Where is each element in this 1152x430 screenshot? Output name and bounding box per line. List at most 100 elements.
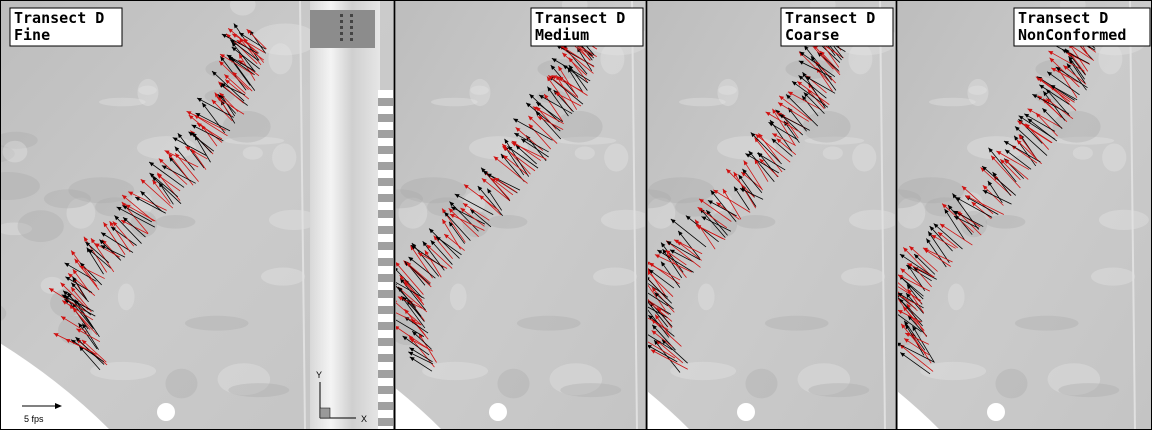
- ruler: [378, 346, 393, 354]
- ruler: [378, 170, 393, 178]
- terrain-shade: [849, 210, 899, 230]
- ruler: [378, 130, 393, 138]
- panel-label: Transect D: [535, 9, 625, 27]
- terrain-shade: [268, 43, 292, 74]
- terrain-shade: [560, 383, 621, 397]
- panels: Transect DFineTransect DMediumTransect D…: [0, 0, 1152, 430]
- ruler: [378, 218, 393, 226]
- terrain-shade: [1091, 268, 1135, 286]
- ruler: [378, 186, 393, 194]
- figure: Transect DFineTransect DMediumTransect D…: [0, 0, 1152, 430]
- terrain-shade: [243, 146, 263, 159]
- ruler: [378, 258, 393, 266]
- ruler: [378, 266, 393, 274]
- terrain-shade: [803, 111, 851, 143]
- ruler: [378, 154, 393, 162]
- panel-label: Transect D: [14, 9, 104, 27]
- ruler-dot: [340, 26, 343, 29]
- ruler: [378, 354, 393, 362]
- terrain-shade: [3, 141, 28, 163]
- terrain-shade: [745, 369, 777, 399]
- terrain-shade: [920, 362, 986, 380]
- terrain-shade: [400, 177, 466, 203]
- terrain-shade: [185, 316, 248, 331]
- axis-x-label: X: [361, 414, 367, 424]
- terrain-shade: [118, 283, 135, 310]
- axis-box: [320, 408, 330, 418]
- terrain-shade: [841, 268, 885, 286]
- ruler: [378, 330, 393, 338]
- ruler: [378, 418, 393, 426]
- terrain-shade: [1073, 146, 1093, 159]
- ruler: [378, 226, 393, 234]
- ruler-dot: [350, 14, 353, 17]
- terrain-shade: [90, 362, 156, 380]
- panel-label: Fine: [14, 26, 50, 44]
- ruler: [378, 162, 393, 170]
- terrain-shade: [848, 43, 872, 74]
- terrain-shade: [948, 283, 965, 310]
- terrain-shade: [670, 362, 736, 380]
- ruler: [378, 298, 393, 306]
- terrain-shade: [261, 268, 305, 286]
- terrain-shade: [1098, 43, 1122, 74]
- terrain-shade: [156, 215, 196, 229]
- ruler: [378, 114, 393, 122]
- terrain-shade: [1015, 316, 1078, 331]
- terrain-shade: [995, 369, 1027, 399]
- terrain-shade: [488, 215, 528, 229]
- panel-label: Coarse: [785, 26, 839, 44]
- terrain-shade: [497, 369, 529, 399]
- ruler: [378, 314, 393, 322]
- page: {"panels": [ {"lines": ["Transect D", "F…: [0, 0, 1152, 430]
- ruler-dot: [350, 38, 353, 41]
- ruler: [378, 122, 393, 130]
- ruler: [378, 322, 393, 330]
- terrain-shade: [898, 177, 964, 203]
- terrain-shade: [852, 143, 876, 171]
- panel-label: Medium: [535, 26, 589, 44]
- ruler: [378, 138, 393, 146]
- panel-label: Transect D: [785, 9, 875, 27]
- ruler-dot: [350, 26, 353, 29]
- terrain-shade: [765, 316, 828, 331]
- ruler: [378, 98, 393, 106]
- ruler: [378, 402, 393, 410]
- pier: [489, 403, 507, 421]
- terrain-shade: [450, 283, 467, 310]
- ruler: [378, 378, 393, 386]
- terrain-shade: [68, 177, 134, 203]
- terrain-shade: [648, 177, 714, 203]
- panel-label: Transect D: [1018, 9, 1108, 27]
- ruler: [378, 106, 393, 114]
- terrain-shade: [1102, 143, 1126, 171]
- scale-label: 5 fps: [24, 414, 44, 424]
- terrain-shade: [808, 383, 869, 397]
- ruler: [378, 210, 393, 218]
- ruler: [378, 370, 393, 378]
- panel: [0, 0, 393, 430]
- ruler: [378, 394, 393, 402]
- axis-y-label: Y: [316, 370, 322, 380]
- terrain-shade: [18, 210, 64, 242]
- ruler: [378, 274, 393, 282]
- ruler: [378, 386, 393, 394]
- terrain-shade: [228, 383, 289, 397]
- ruler: [378, 410, 393, 418]
- panel-label: NonConformed: [1018, 26, 1126, 44]
- ruler-dot: [340, 20, 343, 23]
- terrain-shade: [736, 215, 776, 229]
- terrain-shade: [469, 79, 490, 106]
- terrain-shade: [698, 283, 715, 310]
- ruler: [378, 338, 393, 346]
- ruler: [378, 282, 393, 290]
- terrain-shade: [272, 143, 296, 171]
- ruler: [378, 234, 393, 242]
- ruler: [378, 306, 393, 314]
- terrain-shade: [717, 79, 738, 106]
- ruler: [378, 242, 393, 250]
- ruler-dot: [340, 38, 343, 41]
- ruler: [378, 178, 393, 186]
- terrain-shade: [601, 210, 651, 230]
- terrain-shade: [604, 143, 628, 171]
